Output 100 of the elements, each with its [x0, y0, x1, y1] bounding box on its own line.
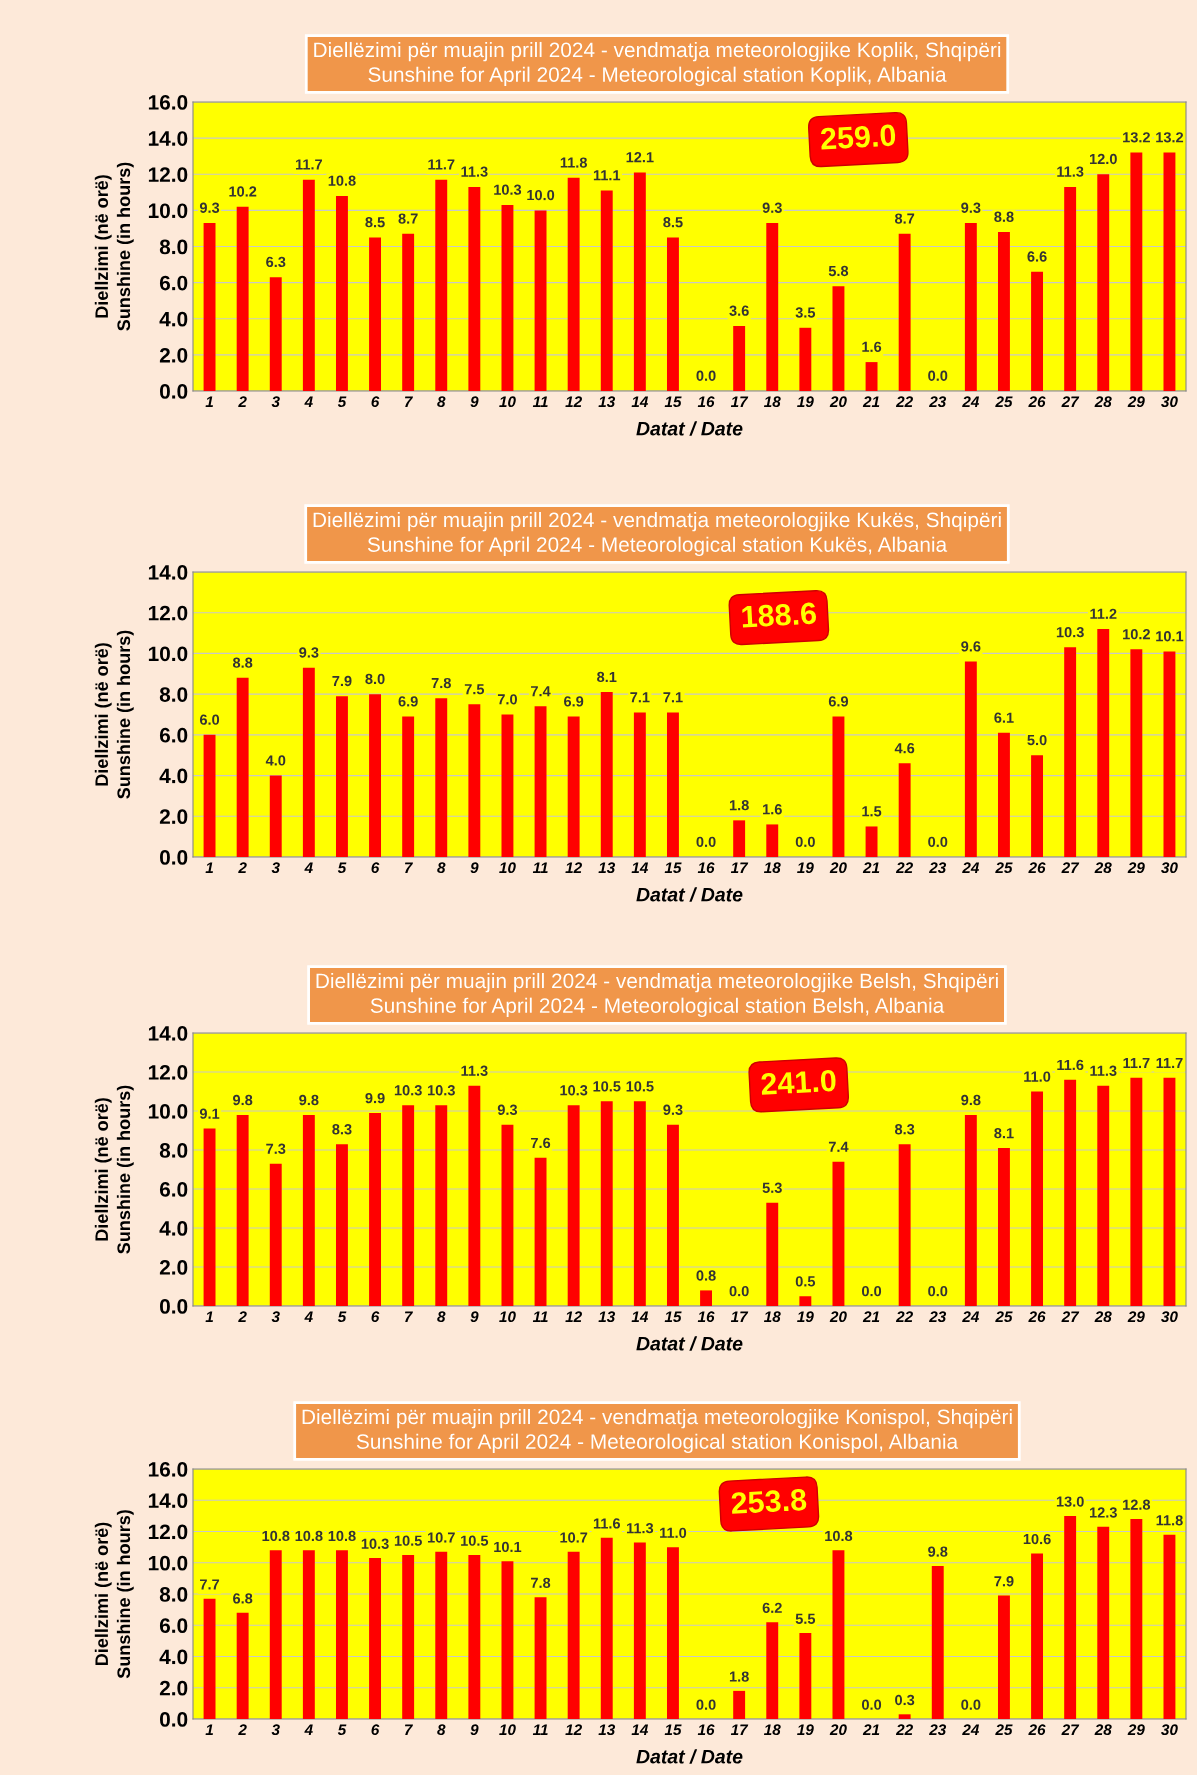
bar: [435, 698, 448, 857]
data-label: 0.0: [928, 836, 948, 847]
data-label: 5.5: [795, 1613, 816, 1624]
x-tick-label: 9: [470, 862, 479, 874]
data-label: 10.1: [1156, 631, 1184, 642]
y-tick-label: 8.0: [159, 687, 188, 702]
bar: [203, 1128, 216, 1306]
x-tick-label: 1: [205, 396, 213, 407]
x-tick-label: 29: [1127, 862, 1145, 874]
bar: [335, 195, 348, 391]
x-tick-label: 16: [697, 862, 715, 874]
y-tick-label: 16.0: [148, 1462, 188, 1477]
y-axis-title: Diellzimi (në orë) Sunshine (in hours): [94, 630, 134, 799]
data-label: 0.0: [928, 370, 948, 381]
bar: [534, 1597, 547, 1719]
x-tick-label: 10: [499, 862, 516, 874]
x-tick-label: 9: [470, 1724, 479, 1736]
chart-subtitle: Sunshine for April 2024 - Meteorological station Kukës, Albania: [367, 536, 948, 557]
data-label: 7.8: [531, 1577, 551, 1588]
bar: [799, 1633, 812, 1719]
bar: [865, 826, 878, 857]
x-tick-label: 29: [1127, 1311, 1145, 1323]
data-label: 7.6: [531, 1137, 551, 1149]
data-label: 7.9: [332, 675, 352, 687]
y-tick-label: 14.0: [148, 1026, 188, 1041]
data-label: 8.5: [663, 217, 683, 228]
bar: [832, 716, 845, 857]
data-label: 11.8: [560, 157, 587, 168]
bar: [964, 223, 977, 391]
bar: [997, 1148, 1010, 1306]
data-label: 3.5: [795, 307, 816, 318]
data-label: 11.3: [1057, 166, 1084, 177]
data-label: 8.0: [365, 673, 385, 685]
data-label: 10.2: [229, 186, 257, 197]
bar: [633, 1101, 646, 1306]
bar: [997, 1595, 1010, 1719]
chart-subtitle: Sunshine for April 2024 - Meteorological station Koplik, Albania: [368, 66, 947, 87]
x-tick-label: 28: [1094, 1724, 1112, 1736]
x-tick-label: 14: [631, 396, 649, 407]
x-tick-label: 24: [962, 1311, 980, 1322]
data-label: 0.0: [928, 1285, 948, 1297]
bar: [633, 712, 646, 857]
bar: [832, 1550, 845, 1719]
y-tick-label: 8.0: [159, 239, 188, 255]
data-label: 11.3: [626, 1522, 654, 1534]
data-label: 9.8: [961, 1094, 981, 1106]
bar: [766, 824, 779, 857]
bar: [236, 677, 249, 857]
data-label: 6.1: [994, 712, 1014, 723]
data-label: 6.6: [1027, 251, 1047, 262]
data-label: 7.7: [200, 1579, 220, 1590]
data-label: 7.4: [531, 686, 551, 697]
data-label: 6.8: [233, 1593, 253, 1604]
data-label: 10.3: [1056, 626, 1084, 638]
bar: [898, 233, 911, 391]
bar: [402, 1554, 415, 1719]
data-label: 0.0: [729, 1285, 749, 1297]
y-tick-label: 4.0: [159, 1221, 188, 1236]
x-tick-label: 19: [797, 396, 814, 408]
data-label: 1.8: [729, 1671, 749, 1682]
y-tick-label: 2.0: [159, 809, 188, 825]
x-tick-label: 1: [205, 1311, 213, 1322]
data-label: 8.1: [994, 1128, 1014, 1139]
data-label: 7.1: [630, 692, 650, 703]
data-label: 6.2: [762, 1602, 782, 1613]
data-label: 9.8: [928, 1546, 948, 1557]
x-tick-label: 24: [962, 1724, 980, 1735]
bar: [468, 1554, 481, 1719]
bar: [666, 1547, 679, 1719]
data-label: 0.0: [961, 1699, 981, 1710]
x-tick-label: 17: [730, 1311, 749, 1322]
data-label: 8.8: [232, 657, 253, 668]
x-tick-label: 22: [895, 396, 913, 407]
data-label: 12.1: [626, 152, 654, 163]
bar: [567, 716, 580, 857]
x-tick-label: 6: [371, 1724, 380, 1736]
x-tick-label: 20: [829, 396, 847, 408]
x-tick-label: 5: [337, 396, 347, 408]
data-label: 9.3: [663, 1104, 683, 1115]
data-label: 9.3: [497, 1104, 518, 1115]
data-label: 10.5: [593, 1081, 621, 1092]
data-label: 10.3: [427, 1085, 455, 1096]
chart-title: Diellëzimi për muajin prill 2024 - vendmatja meteorologjike Kukës, Shqipëri: [313, 511, 1001, 532]
data-label: 10.1: [494, 1541, 522, 1553]
data-label: 12.3: [1089, 1507, 1117, 1518]
bar: [964, 661, 977, 857]
x-tick-label: 20: [829, 862, 847, 874]
x-tick-label: 25: [995, 1311, 1013, 1323]
data-label: 0.0: [861, 1285, 882, 1297]
bar: [1163, 1534, 1176, 1719]
x-tick-label: 3: [271, 396, 280, 408]
x-tick-label: 30: [1161, 1311, 1178, 1323]
x-tick-label: 25: [995, 1724, 1013, 1736]
bar: [236, 206, 249, 391]
data-label: 10.7: [427, 1532, 455, 1543]
x-tick-label: 28: [1094, 396, 1112, 408]
bar: [236, 1612, 249, 1719]
x-tick-label: 29: [1127, 1724, 1145, 1736]
data-label: 9.3: [762, 202, 782, 213]
bar: [600, 1537, 613, 1719]
